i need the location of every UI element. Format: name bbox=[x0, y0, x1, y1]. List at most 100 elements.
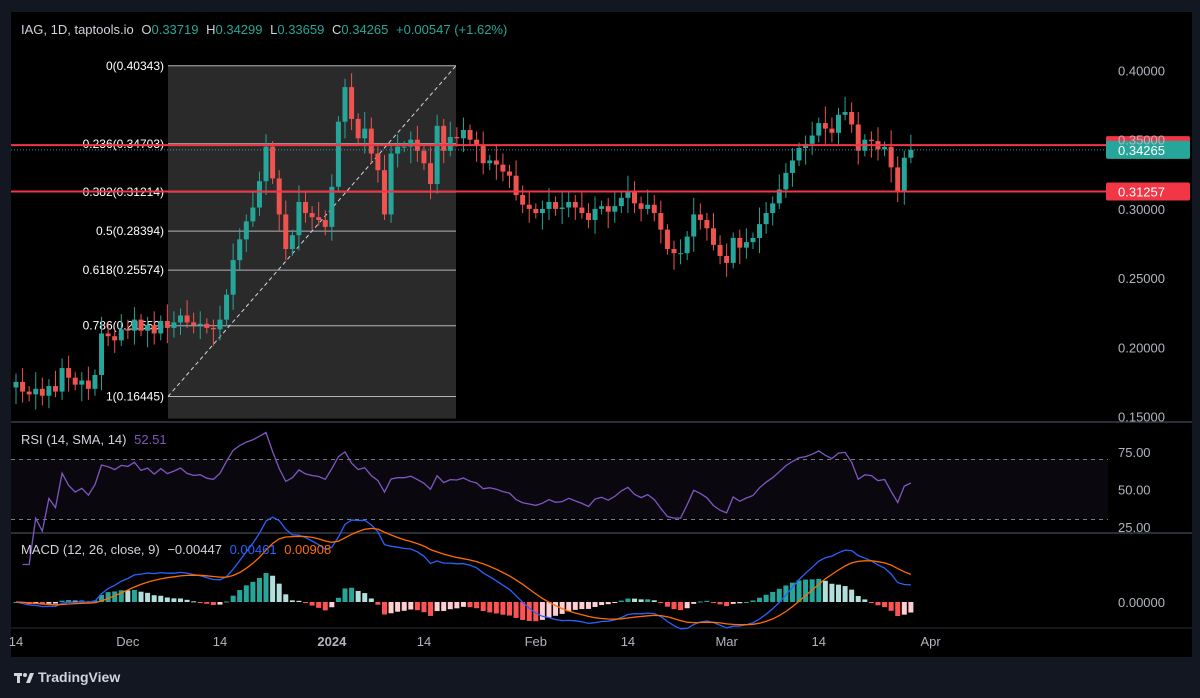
macd-histogram-bar bbox=[704, 600, 710, 602]
macd-histogram-bar bbox=[217, 602, 223, 605]
macd-histogram-bar bbox=[684, 602, 690, 609]
time-axis-tick: 14 bbox=[9, 634, 23, 649]
close-label: C bbox=[331, 22, 342, 37]
symbol-label[interactable]: IAG, 1D, taptools.io bbox=[21, 22, 134, 37]
macd-histogram-bar bbox=[204, 602, 210, 604]
macd-histogram-bar bbox=[572, 602, 578, 610]
candle-body bbox=[888, 146, 894, 168]
candle-body bbox=[145, 325, 151, 331]
macd-histogram-bar bbox=[645, 599, 651, 602]
candle-body bbox=[210, 327, 216, 330]
fib-retracement-box bbox=[168, 65, 456, 419]
candle-body bbox=[329, 186, 335, 227]
macd-histogram-bar bbox=[882, 602, 888, 608]
candle-body bbox=[118, 329, 124, 341]
candle-body bbox=[829, 128, 835, 133]
macd-histogram-bar bbox=[750, 600, 756, 602]
time-axis-tick: 14 bbox=[417, 634, 431, 649]
candle-body bbox=[776, 189, 782, 204]
macd-histogram-bar bbox=[329, 602, 335, 608]
candle-body bbox=[651, 204, 657, 214]
candle-body bbox=[158, 321, 164, 334]
change-value: +0.00547 (+1.62%) bbox=[396, 22, 508, 37]
candle-body bbox=[85, 380, 91, 389]
candle-body bbox=[250, 207, 256, 222]
macd-histogram-bar bbox=[796, 580, 802, 602]
candle-body bbox=[730, 237, 736, 263]
fib-level-label: 0.618(0.25574) bbox=[83, 263, 164, 277]
macd-histogram-bar bbox=[822, 580, 828, 602]
candle-body bbox=[151, 325, 157, 334]
rsi-legend[interactable]: RSI (14, SMA, 14) 52.51 bbox=[21, 432, 171, 447]
price-axis-tick: 0.35000 bbox=[1118, 133, 1165, 148]
rsi-label[interactable]: RSI (14, SMA, 14) bbox=[21, 432, 127, 447]
candle-body bbox=[638, 203, 644, 209]
macd-histogram-bar bbox=[599, 602, 605, 606]
macd-histogram-bar bbox=[414, 602, 420, 611]
macd-axis-tick: 0.00000 bbox=[1118, 595, 1165, 610]
candle-body bbox=[770, 203, 776, 214]
high-label: H bbox=[206, 22, 216, 37]
macd-histogram-bar bbox=[579, 602, 585, 610]
candle-body bbox=[533, 208, 539, 214]
price-tag bbox=[1106, 182, 1190, 201]
macd-histogram-bar bbox=[138, 591, 144, 602]
fib-level-label: 0.786(0.21559) bbox=[83, 319, 164, 333]
candle-body bbox=[33, 388, 39, 395]
candle-body bbox=[704, 219, 710, 229]
macd-histogram-bar bbox=[908, 602, 914, 613]
candle-body bbox=[546, 201, 552, 209]
candle-body bbox=[138, 319, 144, 331]
time-axis-tick: Dec bbox=[116, 634, 140, 649]
macd-histogram-bar bbox=[105, 592, 111, 602]
macd-histogram-bar bbox=[526, 602, 532, 621]
rsi-value: 52.51 bbox=[134, 432, 167, 447]
candle-body bbox=[243, 221, 249, 240]
candle-body bbox=[908, 149, 914, 158]
macd-histogram-bar bbox=[368, 598, 374, 602]
price-axis-tick: 0.40000 bbox=[1118, 64, 1165, 79]
macd-histogram-bar bbox=[171, 598, 177, 602]
candle-body bbox=[520, 195, 526, 205]
candle-body bbox=[763, 213, 769, 225]
candle-body bbox=[309, 213, 315, 218]
macd-legend[interactable]: MACD (12, 26, close, 9) −0.00447 0.00461… bbox=[21, 542, 335, 557]
macd-label[interactable]: MACD (12, 26, close, 9) bbox=[21, 542, 160, 557]
macd-histogram-bar bbox=[691, 602, 697, 604]
tradingview-brand[interactable]: TradingView bbox=[38, 669, 121, 685]
candle-body bbox=[39, 388, 45, 396]
candle-body bbox=[256, 181, 262, 208]
macd-histogram-bar bbox=[730, 602, 736, 604]
macd-histogram-bar bbox=[283, 594, 289, 602]
price-axis[interactable] bbox=[1108, 12, 1192, 657]
candle-body bbox=[441, 125, 447, 151]
high-value: 0.34299 bbox=[215, 22, 263, 37]
macd-histogram-bar bbox=[658, 602, 664, 603]
candle-body bbox=[691, 214, 697, 237]
fib-level-label: 0.5(0.28394) bbox=[96, 224, 164, 238]
rsi-axis-tick: 50.00 bbox=[1118, 483, 1151, 498]
candle-body bbox=[217, 319, 223, 330]
tradingview-logo-icon[interactable] bbox=[14, 671, 34, 685]
macd-histogram-bar bbox=[480, 602, 486, 612]
candle-body bbox=[454, 136, 460, 139]
candle-body bbox=[99, 333, 105, 375]
macd-histogram-bar bbox=[507, 602, 512, 616]
rsi-axis-tick: 75.00 bbox=[1118, 445, 1151, 460]
candle-body bbox=[724, 255, 730, 263]
candle-body bbox=[434, 125, 440, 184]
candle-body bbox=[836, 114, 841, 133]
signal-line bbox=[15, 527, 912, 626]
macd-histogram-bar bbox=[39, 602, 45, 605]
rsi-axis-tick: 25.00 bbox=[1118, 520, 1151, 535]
macd-histogram-bar bbox=[638, 599, 644, 602]
candle-body bbox=[783, 172, 789, 190]
candle-body bbox=[757, 224, 763, 238]
macd-histogram-bar bbox=[441, 602, 447, 611]
candle-body bbox=[460, 130, 466, 139]
main-legend[interactable]: IAG, 1D, taptools.io O0.33719 H0.34299 L… bbox=[21, 22, 511, 37]
candle-body bbox=[52, 386, 58, 392]
candle-body bbox=[204, 323, 210, 328]
macd-histogram-bar bbox=[381, 602, 387, 615]
